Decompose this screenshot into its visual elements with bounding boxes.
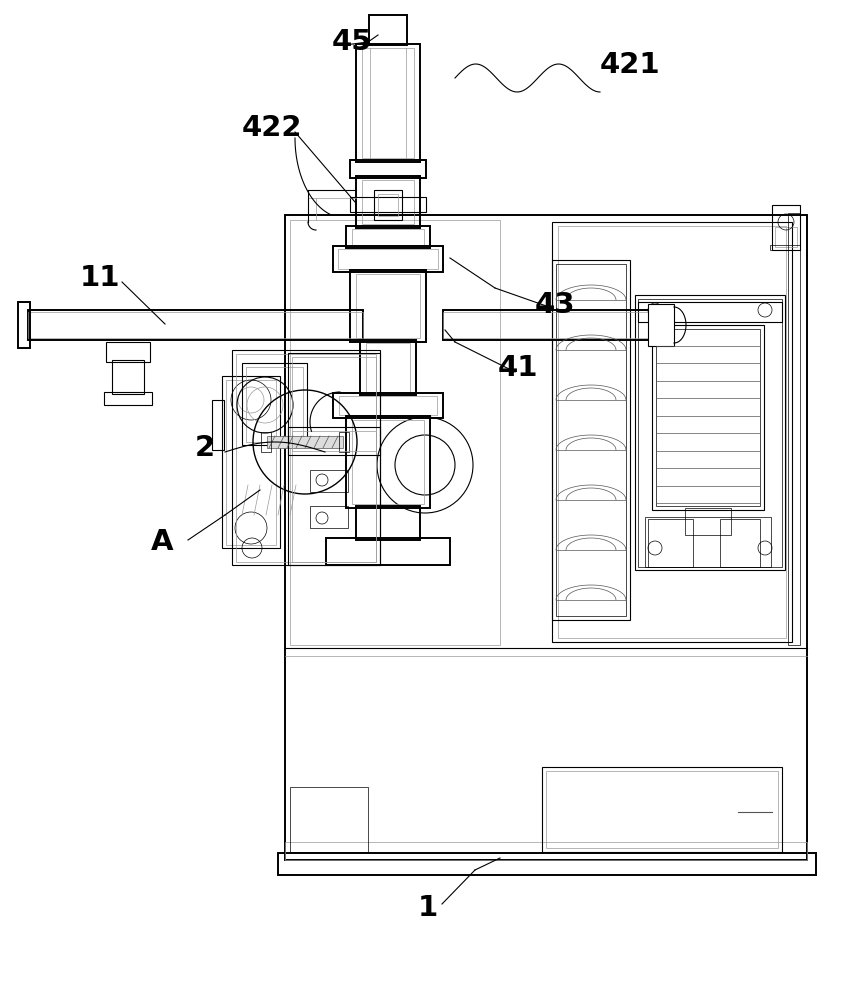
Bar [685, 508, 731, 535]
Bar [28, 312, 363, 338]
Bar [356, 44, 420, 162]
Text: 43: 43 [535, 291, 576, 319]
Bar [546, 771, 778, 848]
Text: 421: 421 [600, 51, 660, 79]
Bar [645, 517, 771, 567]
Bar [552, 260, 630, 620]
Bar [362, 180, 414, 224]
Bar [369, 15, 407, 45]
Bar [648, 304, 674, 346]
Bar [346, 226, 430, 248]
Bar [246, 367, 303, 442]
Bar [350, 197, 426, 212]
Bar [333, 393, 443, 418]
Bar [267, 436, 343, 448]
Bar [288, 353, 380, 565]
Bar [212, 400, 224, 450]
Text: 45: 45 [332, 28, 372, 56]
Bar [656, 329, 760, 506]
Bar [770, 245, 800, 250]
Bar [542, 767, 782, 852]
Bar [346, 416, 430, 508]
Bar [242, 363, 307, 445]
Bar [333, 246, 443, 272]
Bar [556, 264, 626, 616]
Bar [638, 302, 782, 322]
Bar [339, 396, 437, 415]
Bar [292, 431, 376, 451]
Text: A: A [151, 528, 173, 556]
Text: 41: 41 [498, 354, 538, 382]
Bar [788, 213, 800, 645]
Bar [106, 342, 150, 362]
Bar [378, 194, 398, 216]
Bar [104, 392, 152, 405]
Bar [350, 160, 426, 178]
Bar [648, 519, 693, 567]
Bar [290, 220, 500, 645]
Bar [236, 354, 376, 562]
Bar [310, 470, 348, 492]
Bar [226, 380, 276, 545]
Bar [356, 274, 420, 338]
Bar [352, 229, 424, 245]
Bar [285, 842, 807, 860]
Bar [558, 226, 786, 638]
Bar [720, 519, 760, 567]
Bar [112, 360, 144, 394]
Bar [362, 48, 414, 158]
Bar [356, 506, 420, 540]
Bar [775, 227, 797, 247]
Bar [285, 215, 807, 860]
Bar [339, 432, 349, 452]
Bar [443, 312, 653, 338]
Bar [18, 302, 30, 348]
Bar [222, 376, 280, 548]
Text: 1: 1 [418, 894, 438, 922]
Bar [635, 295, 785, 570]
Bar [326, 538, 450, 565]
Bar [261, 432, 271, 452]
Bar [292, 357, 376, 562]
Bar [290, 787, 368, 852]
Bar [652, 325, 764, 510]
Bar [552, 222, 792, 642]
Bar [350, 270, 426, 342]
Bar [374, 190, 402, 220]
Bar [288, 427, 380, 455]
Bar [356, 176, 420, 228]
Bar [366, 343, 410, 392]
Bar [443, 310, 653, 340]
Text: 2: 2 [195, 434, 215, 462]
Bar [338, 249, 438, 269]
Bar [360, 340, 416, 395]
Bar [310, 506, 348, 528]
Bar [352, 420, 424, 504]
Text: 11: 11 [79, 264, 120, 292]
Bar [232, 350, 380, 565]
Bar [638, 299, 782, 567]
Bar [28, 310, 363, 340]
Bar [278, 853, 816, 875]
Bar [772, 205, 800, 250]
Text: 422: 422 [241, 114, 302, 142]
